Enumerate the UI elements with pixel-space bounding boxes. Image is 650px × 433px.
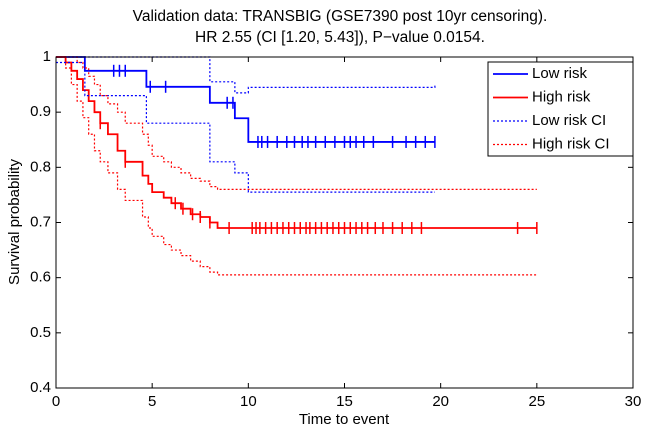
legend-label: High risk CI xyxy=(532,135,610,152)
y-tick-label: 0.8 xyxy=(30,158,51,175)
x-tick-label: 15 xyxy=(336,393,353,410)
x-axis-label: Time to event xyxy=(299,411,390,428)
plot-frame xyxy=(55,56,634,389)
y-tick-label: 0.5 xyxy=(30,324,51,341)
x-tick-label: 20 xyxy=(432,393,449,410)
chart-title: Validation data: TRANSBIG (GSE7390 post … xyxy=(133,8,548,25)
legend-label: Low risk xyxy=(532,65,588,82)
legend-label: Low risk CI xyxy=(532,112,606,129)
legend-label: High risk xyxy=(532,88,591,105)
chart-title: HR 2.55 (CI [1.20, 5.43]), P−value 0.015… xyxy=(195,29,485,46)
survival-line xyxy=(56,56,537,190)
x-tick-label: 5 xyxy=(148,393,156,410)
y-tick-label: 0.9 xyxy=(30,103,51,120)
survival-line xyxy=(56,56,435,143)
survival-line xyxy=(56,61,435,193)
x-tick-label: 0 xyxy=(52,393,60,410)
y-axis-label: Survival probability xyxy=(6,159,23,285)
survival-line xyxy=(56,56,537,276)
x-tick-label: 10 xyxy=(240,393,257,410)
y-tick-label: 0.4 xyxy=(30,379,51,396)
x-tick-label: 30 xyxy=(625,393,642,410)
y-tick-label: 0.6 xyxy=(30,269,51,286)
y-tick-label: 0.7 xyxy=(30,213,51,230)
legend-box xyxy=(487,61,634,157)
x-tick-label: 25 xyxy=(528,393,545,410)
y-tick-label: 1 xyxy=(43,48,51,65)
